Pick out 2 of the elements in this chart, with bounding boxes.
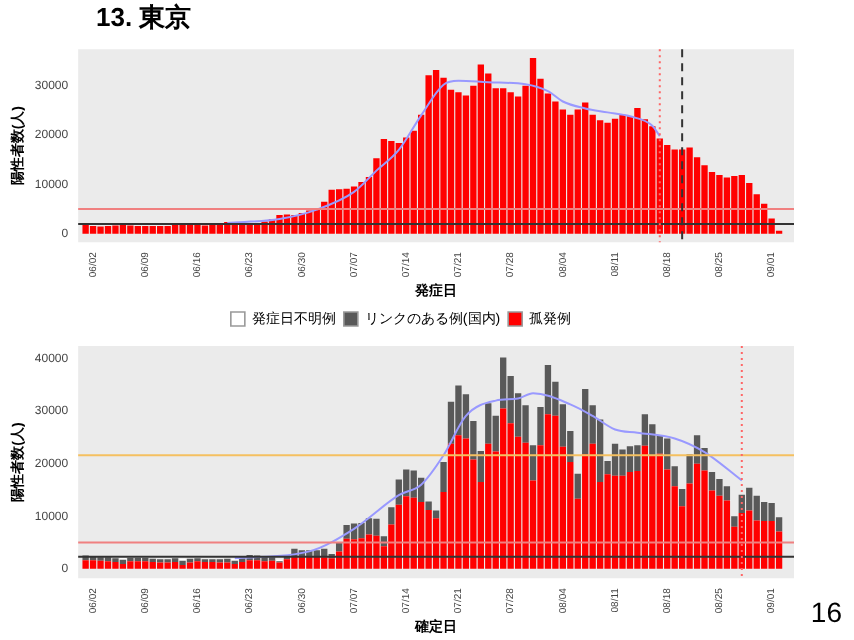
text: 16	[810, 595, 843, 628]
chart-title: 13. 東京	[94, 0, 194, 36]
